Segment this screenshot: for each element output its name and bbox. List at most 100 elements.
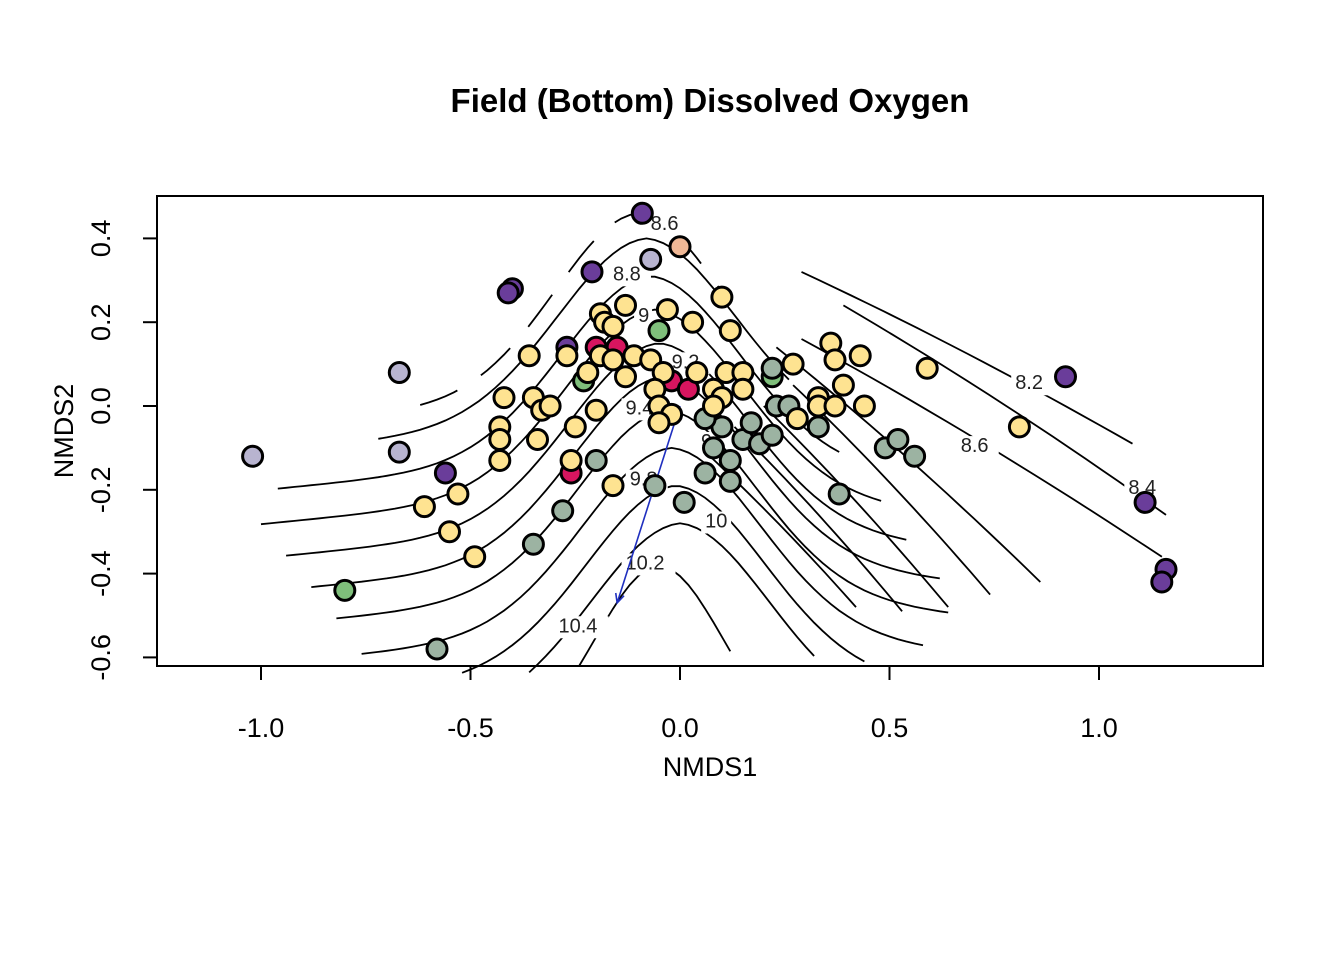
y-tick-label: -0.6 [86,634,116,681]
contour-label-bg [634,306,653,329]
data-point [831,373,855,397]
contour-label-bg [554,616,609,639]
data-point [241,444,265,468]
contour-label-bg [608,264,651,287]
data-point [886,428,910,451]
x-tick-label: 0.0 [661,713,699,743]
data-point [702,394,725,418]
x-tick-label: 0.5 [871,713,909,743]
contour-label: 8.6 [651,213,679,235]
data-point [710,285,734,309]
contour-line [361,446,924,655]
data-point [601,474,625,498]
data-point [718,319,742,343]
data-point [559,449,583,472]
data-point [601,314,625,338]
contour-line [733,426,903,612]
contour-line [286,342,907,557]
data-point [601,348,625,372]
data-point [438,520,461,544]
data-point [580,260,604,284]
data-point [852,394,876,418]
x-axis: -1.0 -0.5 0.0 0.5 1.0 [238,665,1118,743]
data-point [903,444,927,468]
contour-label-bg [701,511,732,534]
data-point [702,436,725,460]
data-point [433,461,457,485]
y-tick-label: 0.2 [86,303,116,341]
data-point [915,356,939,380]
data-point [643,474,667,498]
y-axis: -0.6 -0.4 -0.2 0.0 0.2 0.4 [86,220,158,681]
y-axis-label: NMDS2 [49,384,79,479]
x-tick-label: -0.5 [447,713,494,743]
data-point [848,344,872,368]
y-tick-label: -0.2 [86,467,116,514]
data-point [639,247,663,271]
data-point [827,482,851,506]
data-point [668,235,692,259]
contour-label-bg [956,436,999,459]
x-tick-label: 1.0 [1080,713,1118,743]
data-point [387,440,411,464]
contour-line [277,275,840,490]
data-point [492,386,516,410]
data-point [685,361,709,384]
y-tick-label: 0.4 [86,220,116,258]
data-point [647,319,671,343]
data-point [463,545,487,569]
data-point [760,356,784,380]
data-point [630,201,654,225]
vector-shaft [616,405,681,604]
data-point [1007,415,1031,439]
data-point [488,449,512,472]
contour-label-bg [646,214,689,237]
data-point [785,407,809,431]
data-point [333,578,357,602]
data-point [1150,570,1174,594]
contour-line [578,565,732,666]
data-points [241,201,1178,661]
environmental-vector [614,405,681,605]
contour-label: 8.8 [613,263,641,285]
data-point [718,449,742,472]
data-point [731,377,755,401]
data-point [806,415,830,439]
data-point [538,394,562,418]
contour-label: 9.4 [626,397,654,419]
contour-label-bg [621,553,676,576]
vector-arrowhead [614,592,625,605]
data-point [760,423,784,447]
data-point [526,428,549,451]
contour-line [842,304,1167,516]
data-point [823,394,847,418]
chart-title: Field (Bottom) Dissolved Oxygen [451,82,970,119]
contour-line [528,522,815,674]
data-point [739,411,763,435]
data-point [614,293,637,317]
y-tick-label: -0.4 [86,550,116,597]
data-point [584,449,608,472]
contour-line [763,405,949,608]
contour-label-bg [1124,477,1167,500]
data-point [647,411,671,435]
data-point [614,365,637,389]
data-point [521,532,545,556]
data-point [412,495,436,519]
data-point [446,482,470,506]
data-point [387,361,411,384]
data-point [576,361,600,384]
contour-label: 8.2 [1015,372,1043,394]
data-point [1133,490,1157,514]
data-point [681,310,705,334]
data-point [425,637,449,661]
contour-label: 9 [638,305,649,327]
contour-label: 8.6 [961,435,989,457]
data-point [823,348,847,372]
contour-line [801,271,1133,445]
data-point [672,490,696,514]
contour-label: 10 [705,511,727,533]
contour-label: 10.2 [626,552,665,574]
